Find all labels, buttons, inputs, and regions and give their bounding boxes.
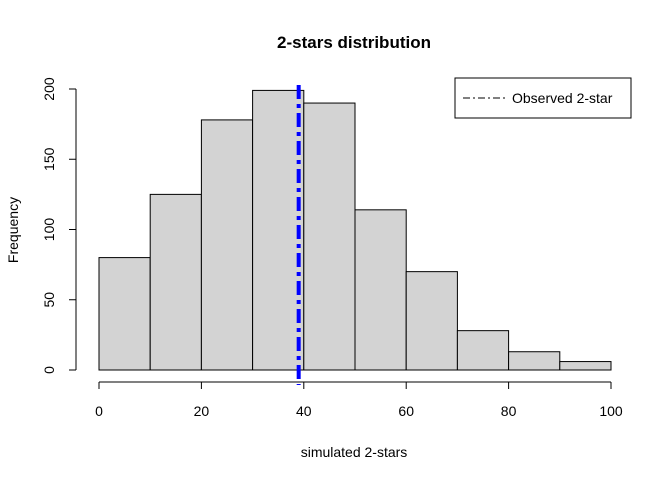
x-tick-label: 20 bbox=[194, 403, 210, 419]
y-axis: 0 50 100 150 200 bbox=[41, 77, 77, 374]
histogram-bar bbox=[149, 193, 202, 371]
histogram-bar bbox=[559, 361, 612, 371]
histogram-bar bbox=[354, 209, 407, 371]
legend-box bbox=[454, 77, 632, 119]
x-tick-label: 0 bbox=[95, 403, 103, 419]
y-tick-label: 200 bbox=[41, 77, 57, 101]
legend-label: Observed 2-star bbox=[512, 90, 613, 106]
histogram-bar bbox=[200, 119, 254, 371]
legend: Observed 2-star bbox=[454, 77, 632, 119]
y-tick-label: 0 bbox=[41, 366, 57, 374]
histogram-bar bbox=[252, 89, 305, 371]
chart-title: 2-stars distribution bbox=[277, 33, 431, 52]
x-axis-label: simulated 2-stars bbox=[301, 444, 408, 460]
x-tick-label: 100 bbox=[599, 403, 623, 419]
x-axis: 0 20 40 60 80 100 bbox=[95, 381, 623, 419]
histogram-bar bbox=[508, 351, 561, 371]
histogram-bar bbox=[98, 257, 151, 371]
x-tick-label: 60 bbox=[398, 403, 414, 419]
histogram-bar bbox=[456, 330, 510, 371]
histogram-bar bbox=[303, 102, 356, 371]
histogram-bars bbox=[98, 89, 612, 371]
y-tick-label: 100 bbox=[41, 218, 57, 242]
y-tick-label: 50 bbox=[41, 292, 57, 308]
x-tick-label: 40 bbox=[296, 403, 312, 419]
x-tick-label: 80 bbox=[501, 403, 517, 419]
histogram-bar bbox=[405, 271, 458, 371]
y-axis-label: Frequency bbox=[5, 197, 21, 263]
y-tick-label: 150 bbox=[41, 147, 57, 171]
